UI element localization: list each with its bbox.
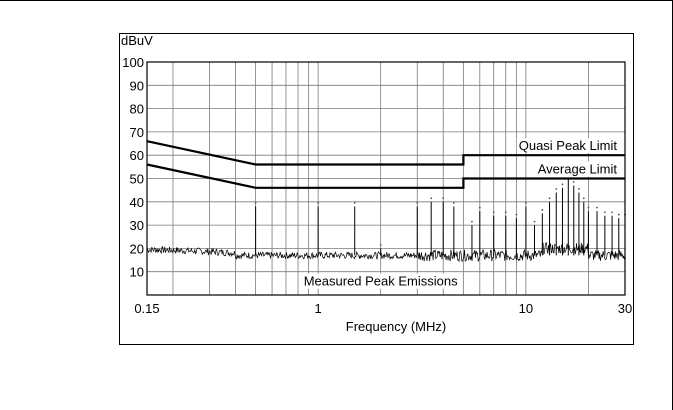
average-limit-line	[146, 163, 625, 189]
x-axis-label: Frequency (MHz)	[346, 319, 446, 334]
emission-marker	[587, 206, 590, 209]
emission-marker	[541, 209, 544, 211]
y-tick-label: 50	[130, 172, 144, 187]
emission-marker	[504, 211, 507, 214]
y-axis-label: dBuV	[121, 33, 153, 48]
emission-marker	[533, 220, 536, 223]
emission-marker	[596, 206, 598, 209]
emission-marker	[578, 188, 580, 190]
emission-marker	[611, 211, 613, 214]
measured-peak-emissions-label: Measured Peak Emissions	[304, 274, 458, 289]
x-tick-label: 1	[315, 301, 322, 316]
quasi-peak-limit-label-bg	[516, 138, 620, 154]
y-tick-label: 60	[130, 148, 144, 163]
y-tick-label: 40	[130, 195, 144, 210]
y-tick-label: 80	[130, 102, 144, 117]
emission-marker	[416, 202, 419, 204]
emission-marker	[430, 197, 433, 200]
y-tick-label: 20	[130, 241, 144, 256]
emission-marker	[471, 220, 473, 223]
x-tick-labels: 0.15 1 10 30	[134, 301, 632, 316]
y-tick-label: 90	[130, 78, 144, 93]
emission-marker	[603, 211, 606, 214]
series-labels: Quasi Peak Limit Average Limit Measured Pe…	[301, 138, 620, 289]
emission-marker	[548, 197, 551, 200]
quasi-peak-limit-label: Quasi Peak Limit	[519, 138, 618, 153]
measured-peak-emissions-label-bg	[301, 273, 461, 289]
emission-marker	[379, 244, 382, 246]
plot-border	[146, 61, 626, 296]
emission-marker	[492, 211, 495, 214]
y-tick-labels: 10 20 30 40 50 60 70 80 90 100	[122, 55, 144, 280]
emission-marker	[353, 202, 356, 204]
emission-marker	[572, 181, 575, 183]
emission-marker	[524, 202, 527, 204]
average-limit-label: Average Limit	[538, 162, 618, 177]
y-tick-label: 10	[130, 265, 144, 280]
emission-marker	[582, 197, 585, 200]
emission-marker	[254, 202, 257, 204]
emission-marker	[561, 183, 564, 186]
emission-marker	[555, 188, 558, 190]
y-tick-label: 30	[130, 218, 144, 233]
emission-marker	[478, 206, 481, 209]
average-limit-label-bg	[535, 161, 620, 177]
x-tick-label: 0.15	[134, 301, 159, 316]
y-tick-label: 100	[122, 55, 144, 70]
emission-marker	[317, 202, 320, 204]
emission-marker	[515, 213, 518, 216]
limit-lines	[146, 140, 625, 189]
y-tick-label: 70	[130, 125, 144, 140]
emission-marker	[617, 213, 620, 216]
quasi-peak-limit-line	[146, 140, 625, 166]
page-top-rule	[0, 0, 673, 1]
emission-noise-floor	[146, 242, 626, 263]
x-tick-label: 10	[519, 301, 533, 316]
emission-marker	[452, 202, 455, 204]
emission-marker	[442, 197, 445, 200]
x-tick-label: 30	[618, 301, 632, 316]
